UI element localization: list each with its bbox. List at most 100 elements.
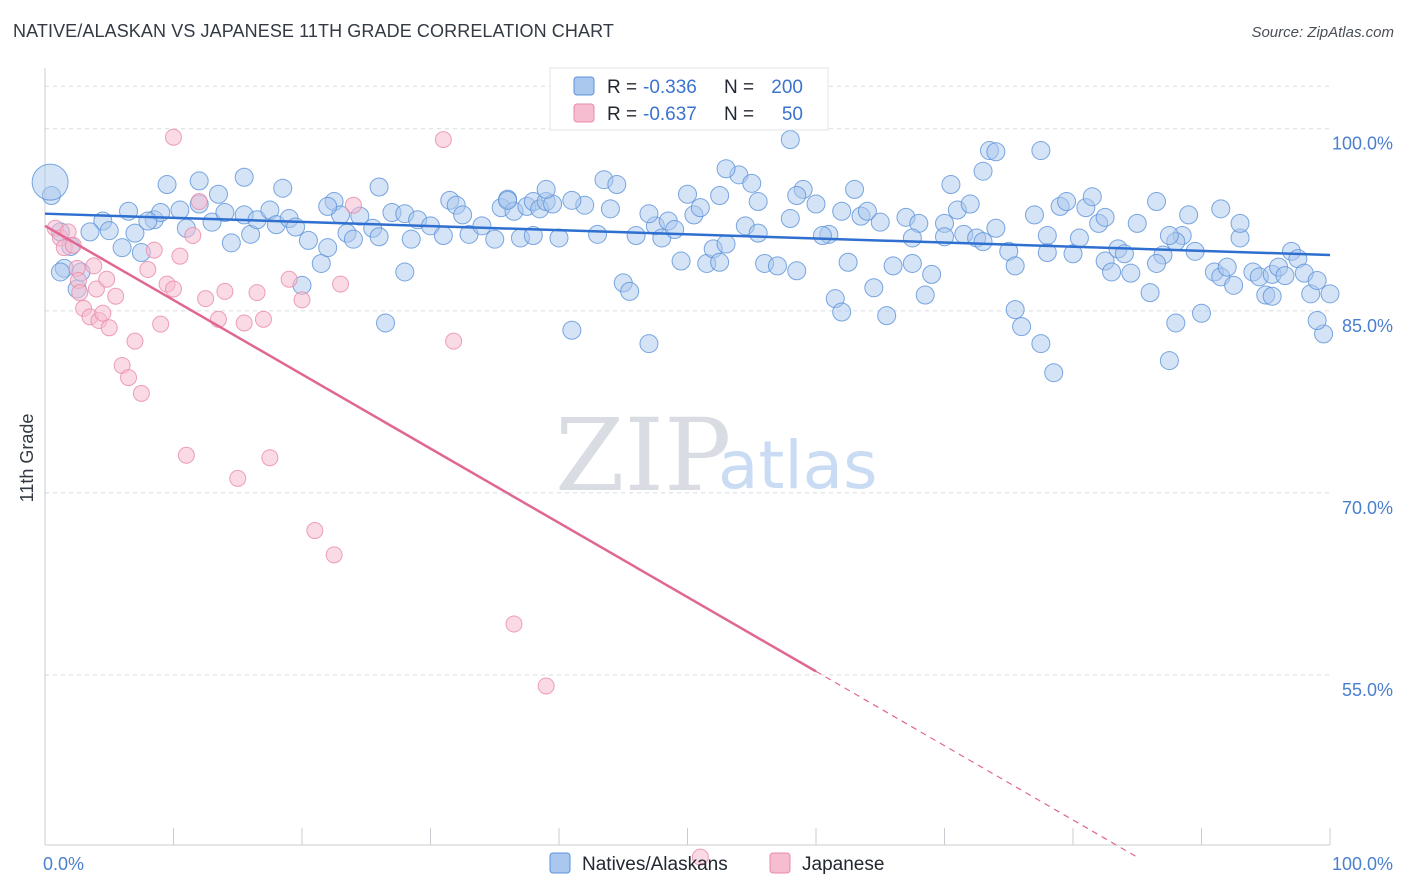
natives-point bbox=[973, 161, 993, 181]
natives-point bbox=[877, 306, 897, 326]
japanese-point bbox=[306, 522, 324, 540]
japanese-point bbox=[197, 290, 215, 308]
natives-point bbox=[498, 190, 518, 210]
natives-point bbox=[812, 226, 832, 246]
trend-lines bbox=[44, 212, 1331, 858]
natives-point bbox=[472, 216, 492, 236]
natives-point bbox=[986, 218, 1006, 238]
natives-point bbox=[562, 320, 582, 340]
natives-point bbox=[1005, 300, 1025, 320]
natives-point bbox=[845, 179, 865, 199]
japanese-point bbox=[100, 319, 118, 337]
natives-point bbox=[1031, 334, 1051, 354]
stats-r-label-2: R = bbox=[607, 104, 637, 125]
stats-n-value-1: 200 bbox=[771, 77, 803, 98]
japanese-point bbox=[126, 332, 144, 350]
natives-point bbox=[588, 224, 608, 244]
natives-point bbox=[883, 256, 903, 276]
y-tick-label: 55.0% bbox=[1342, 680, 1393, 700]
natives-point bbox=[1307, 311, 1327, 331]
natives-point bbox=[273, 178, 293, 198]
natives-point bbox=[1012, 317, 1032, 337]
natives-point bbox=[780, 209, 800, 229]
japanese-point bbox=[344, 196, 362, 214]
natives-point bbox=[690, 198, 710, 218]
japanese-point bbox=[229, 469, 247, 487]
stats-n-value-2: 50 bbox=[782, 104, 803, 125]
natives-point bbox=[832, 302, 852, 322]
y-tick-label: 85.0% bbox=[1342, 316, 1393, 336]
data-points bbox=[31, 128, 1340, 866]
natives-point bbox=[562, 190, 582, 210]
natives-point bbox=[401, 229, 421, 249]
natives-point bbox=[710, 252, 730, 272]
natives-point bbox=[376, 313, 396, 333]
natives-point bbox=[1147, 253, 1167, 273]
natives-point bbox=[1230, 213, 1250, 233]
natives-point bbox=[1037, 226, 1057, 246]
natives-point bbox=[742, 173, 762, 193]
x-tick-label-max: 100.0% bbox=[1332, 854, 1393, 874]
natives-point bbox=[112, 238, 132, 258]
japanese-trend-extension bbox=[815, 670, 1138, 858]
japanese-point bbox=[691, 848, 709, 866]
japanese-point bbox=[505, 615, 523, 633]
natives-point bbox=[787, 261, 807, 281]
natives-point bbox=[215, 202, 235, 222]
natives-point bbox=[665, 219, 685, 239]
natives-point bbox=[620, 281, 640, 301]
natives-point bbox=[902, 253, 922, 273]
japanese-point bbox=[139, 261, 157, 279]
natives-point bbox=[1140, 283, 1160, 303]
legend-swatch-natives bbox=[549, 852, 571, 874]
natives-point bbox=[1147, 192, 1167, 212]
stats-r-label-1: R = bbox=[607, 77, 637, 98]
japanese-point bbox=[177, 446, 195, 464]
natives-point bbox=[453, 205, 473, 225]
japanese-point bbox=[107, 287, 125, 305]
natives-point bbox=[1217, 257, 1237, 277]
natives-point bbox=[50, 262, 70, 282]
natives-point bbox=[1179, 205, 1199, 225]
japanese-point bbox=[235, 314, 253, 332]
natives-point bbox=[221, 233, 241, 253]
natives-point bbox=[1166, 313, 1186, 333]
natives-point bbox=[318, 238, 338, 258]
japanese-point bbox=[171, 247, 189, 265]
natives-point bbox=[170, 200, 190, 220]
natives-point bbox=[941, 175, 961, 195]
japanese-point bbox=[445, 332, 463, 350]
natives-point bbox=[369, 227, 389, 247]
natives-point bbox=[189, 171, 209, 191]
japanese-point bbox=[94, 304, 112, 322]
source-note: Source: ZipAtlas.com bbox=[1251, 24, 1394, 41]
natives-point bbox=[485, 229, 505, 249]
natives-point bbox=[838, 252, 858, 272]
natives-point bbox=[857, 201, 877, 221]
natives-point bbox=[710, 185, 730, 205]
chart-title: NATIVE/ALASKAN VS JAPANESE 11TH GRADE CO… bbox=[13, 21, 614, 41]
natives-point bbox=[748, 192, 768, 212]
natives-point bbox=[1127, 213, 1147, 233]
natives-point bbox=[806, 194, 826, 214]
natives-point bbox=[433, 226, 453, 246]
natives-point bbox=[1057, 192, 1077, 212]
natives-point bbox=[915, 285, 935, 305]
natives-point bbox=[1211, 199, 1231, 219]
natives-point bbox=[678, 184, 697, 204]
natives-point bbox=[1320, 284, 1340, 304]
natives-point bbox=[234, 167, 254, 187]
natives-point bbox=[1024, 205, 1044, 225]
natives-point bbox=[1044, 363, 1064, 383]
natives-point bbox=[369, 177, 389, 197]
japanese-point bbox=[145, 241, 163, 259]
natives-point bbox=[639, 334, 659, 354]
natives-point bbox=[1262, 286, 1282, 306]
natives-point bbox=[902, 228, 922, 248]
y-tick-label: 100.0% bbox=[1332, 134, 1393, 154]
natives-point bbox=[208, 184, 228, 204]
legend: Natives/Alaskans Japanese bbox=[549, 852, 884, 875]
stats-n-label-1: N = bbox=[724, 77, 754, 98]
natives-point bbox=[600, 199, 620, 219]
japanese-point bbox=[190, 193, 208, 211]
